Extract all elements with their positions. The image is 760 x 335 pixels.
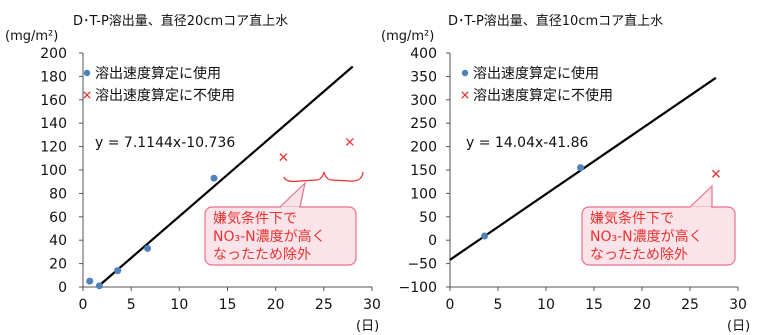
callout-pointer <box>278 181 306 208</box>
y-tick-label: 140 <box>40 116 67 132</box>
y-tick-label: 120 <box>40 140 67 156</box>
y-tick-label: 40 <box>49 233 67 249</box>
x-tick-label: 15 <box>219 297 237 313</box>
chart-title: D･T-P溶出量、直径10cmコア直上水 <box>448 14 663 29</box>
callout-pointer <box>688 184 713 208</box>
x-tick-label: 10 <box>170 297 188 313</box>
legend-marker-unused <box>461 91 469 99</box>
x-tick-label: 5 <box>127 297 136 313</box>
exclusion-brace <box>283 171 364 183</box>
y-tick-label: 50 <box>419 210 437 226</box>
y-tick-label: 20 <box>49 257 67 273</box>
equation-label: y = 7.1144x-10.736 <box>95 135 235 151</box>
x-tick-label: 10 <box>537 297 555 313</box>
y-tick-label: 160 <box>40 93 67 109</box>
y-tick-label: 80 <box>49 186 67 202</box>
y-tick-label: 0 <box>428 233 437 249</box>
callout-text: なったため除外 <box>590 247 688 263</box>
trendline <box>97 65 354 288</box>
x-tick-label: 15 <box>585 297 603 313</box>
y-tick-label: 400 <box>410 46 437 62</box>
legend-label: 溶出速度算定に不使用 <box>95 87 235 104</box>
callout-text: 嫌気条件下で <box>590 210 674 227</box>
data-point-used <box>481 232 489 240</box>
y-tick-label: 100 <box>40 163 67 179</box>
x-axis-unit-label: (日) <box>727 319 750 334</box>
data-point-used <box>210 174 218 182</box>
y-axis-label: (mg/m²) <box>381 29 434 44</box>
y-tick-label: −100 <box>399 280 437 296</box>
callout-box <box>581 206 736 266</box>
y-tick-label: 200 <box>40 46 67 62</box>
callout-text: NO₃-N濃度が高く <box>590 228 703 245</box>
x-tick-label: 30 <box>729 297 747 313</box>
callout-text: 嫌気条件下で <box>213 210 297 227</box>
data-point-unused <box>345 137 354 146</box>
y-axis-label: (mg/m²) <box>5 29 58 44</box>
legend-label: 溶出速度算定に使用 <box>473 65 599 82</box>
y-tick-label: 200 <box>410 140 437 156</box>
callout-text: なったため除外 <box>213 247 311 263</box>
data-point-used <box>86 277 94 285</box>
chart-1: D･T-P溶出量、直径20cmコア直上水 (mg/m²) (日) 0 20 40 60 80 1… <box>5 14 381 334</box>
x-tick-label: 20 <box>633 297 651 313</box>
y-tick-label: 100 <box>410 186 437 202</box>
legend-marker-used <box>83 69 91 77</box>
y-tick-label: 60 <box>49 210 67 226</box>
y-tick-label: 180 <box>40 69 67 85</box>
callout-text: NO₃-N濃度が高く <box>213 228 326 245</box>
x-tick-label: 20 <box>267 297 285 313</box>
data-point-used <box>577 164 585 172</box>
x-tick-label: 25 <box>315 297 333 313</box>
x-tick-label: 0 <box>79 297 88 313</box>
chart-title: D･T-P溶出量、直径20cmコア直上水 <box>73 14 288 29</box>
data-point-unused <box>279 153 288 162</box>
y-tick-label: 150 <box>410 163 437 179</box>
y-tick-label: 300 <box>410 93 437 109</box>
x-tick-label: 25 <box>681 297 699 313</box>
data-point-unused <box>711 169 720 178</box>
chart-2: D･T-P溶出量、直径10cmコア直上水(mg/m²)(日)−100−50050… <box>381 14 750 334</box>
x-tick-label: 0 <box>446 297 455 313</box>
y-tick-label: 0 <box>58 280 67 296</box>
legend-marker-unused <box>83 91 91 99</box>
data-point-used <box>95 282 103 290</box>
legend-label: 溶出速度算定に不使用 <box>473 87 613 104</box>
y-tick-label: 350 <box>410 69 437 85</box>
callout-box <box>204 206 357 266</box>
equation-label: y = 14.04x-41.86 <box>466 135 589 151</box>
data-point-used <box>114 267 122 275</box>
y-tick-label: 250 <box>410 116 437 132</box>
y-tick-label: −50 <box>407 257 437 273</box>
x-tick-label: 30 <box>363 297 381 313</box>
data-point-used <box>144 244 152 252</box>
legend-label: 溶出速度算定に使用 <box>95 65 221 82</box>
legend-marker-used <box>461 69 469 77</box>
x-axis-unit-label: (日) <box>356 319 379 334</box>
x-tick-label: 5 <box>494 297 503 313</box>
